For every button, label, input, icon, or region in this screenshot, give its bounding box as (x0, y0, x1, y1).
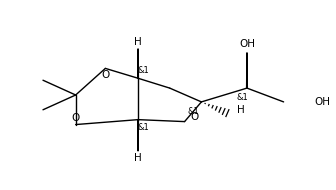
Text: &1: &1 (187, 107, 199, 116)
Text: OH: OH (239, 39, 255, 49)
Text: H: H (237, 105, 245, 115)
Text: &1: &1 (137, 123, 149, 132)
Text: &1: &1 (236, 93, 248, 102)
Text: O: O (191, 112, 199, 122)
Text: H: H (134, 153, 142, 163)
Text: OH: OH (314, 97, 330, 107)
Text: H: H (134, 37, 142, 47)
Text: O: O (72, 113, 80, 123)
Text: &1: &1 (137, 66, 149, 75)
Text: O: O (101, 70, 110, 80)
